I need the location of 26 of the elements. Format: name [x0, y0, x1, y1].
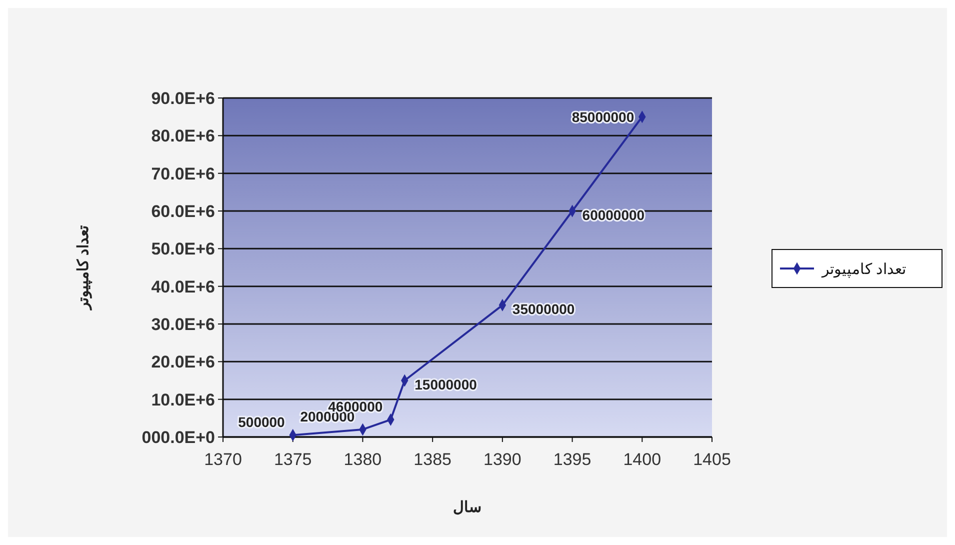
y-tick-label: 40.0E+6 [151, 277, 215, 296]
y-tick-label: 90.0E+6 [151, 88, 215, 108]
legend-label: تعداد کامپیوتر [821, 260, 906, 278]
x-tick-label: 1375 [274, 450, 312, 469]
x-tick-label: 1385 [414, 450, 452, 469]
data-label: 35000000 [512, 301, 575, 318]
y-tick-label: 000.0E+0 [142, 428, 215, 447]
y-tick-label: 20.0E+6 [151, 352, 215, 372]
x-axis-title: سال [453, 499, 482, 516]
x-tick-label: 1395 [553, 450, 592, 469]
x-tick-label: 1390 [484, 450, 522, 469]
y-tick-label: 50.0E+6 [151, 240, 215, 259]
data-label: 500000 [238, 414, 286, 430]
x-tick-label: 1405 [693, 450, 731, 469]
y-tick-label: 10.0E+6 [151, 390, 215, 410]
x-tick-label: 1370 [204, 450, 242, 469]
y-tick-label: 60.0E+6 [151, 202, 215, 221]
x-tick-label: 1400 [623, 450, 662, 469]
y-tick-label: 70.0E+6 [151, 164, 215, 184]
y-tick-label: 30.0E+6 [151, 314, 215, 334]
data-label: 15000000 [414, 376, 478, 392]
y-axis-title: تعداد کامپیوتر [75, 225, 93, 311]
data-label: 85000000 [572, 108, 634, 125]
x-tick-label: 1380 [344, 450, 382, 469]
y-tick-label: 80.0E+6 [151, 126, 215, 146]
data-label: 60000000 [582, 207, 645, 223]
